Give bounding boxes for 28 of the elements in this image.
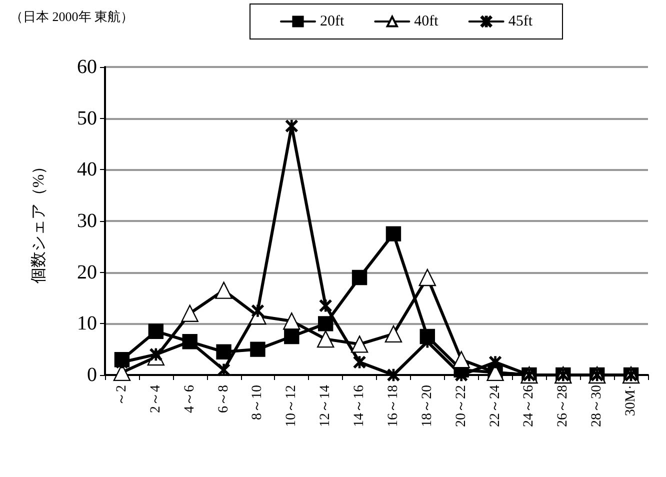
x-tick-label: 26～28: [556, 385, 571, 427]
x-tick-label: 10～12: [284, 385, 300, 427]
x-tick-label: 24～26: [522, 385, 537, 427]
legend-label: 20ft: [320, 14, 345, 30]
x-tick-label: 22～24: [488, 385, 503, 427]
y-tick-label: 10: [77, 312, 97, 335]
legend-label: 45ft: [508, 14, 534, 30]
x-tick-label: 18～20: [420, 385, 435, 427]
x-tick-label: 14～16: [352, 385, 368, 427]
x-tick-label: 8～10: [250, 385, 266, 420]
y-tick-label: 20: [77, 261, 97, 284]
x-tick-label: 20～22: [454, 385, 469, 427]
x-tick-label: 2～4: [148, 385, 164, 413]
x-tick-label: 12～14: [318, 385, 334, 427]
y-tick-label: 50: [77, 107, 97, 130]
y-tick-label: 60: [77, 56, 97, 78]
x-tick-label: 4～6: [182, 385, 198, 413]
x-tick-label: ～2: [114, 385, 130, 406]
legend-label: 40ft: [414, 14, 440, 30]
x-tick-label: 6～8: [216, 385, 232, 413]
y-tick-label: 40: [77, 158, 97, 181]
y-tick-label: 30: [77, 210, 97, 232]
y-tick-label: 0: [87, 364, 97, 386]
text: （日本 2000年 東航）: [10, 9, 134, 24]
x-tick-label: 30M·: [624, 385, 639, 416]
y-axis-title: 個数シェア（%）: [30, 158, 48, 284]
x-tick-label: 28～30: [590, 385, 605, 427]
x-tick-label: 16～18: [386, 385, 401, 427]
